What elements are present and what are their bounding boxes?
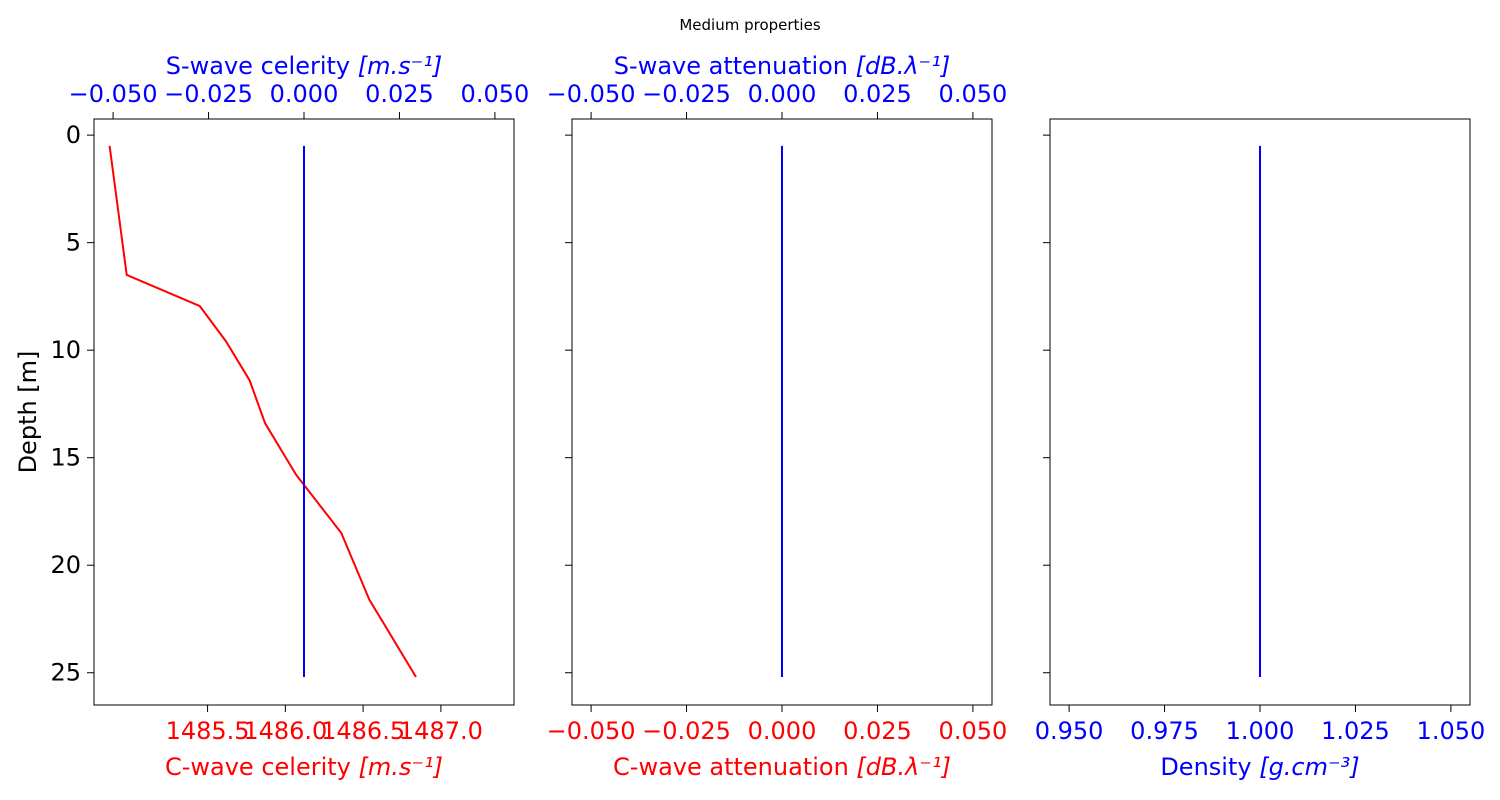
x-bottom-tick-label: 1487.0 [399, 717, 483, 745]
x-bottom-axis-label-unit: [dB.λ⁻¹] [856, 753, 951, 781]
x-bottom-tick-label: −0.025 [642, 717, 731, 745]
y-tick-label: 10 [50, 336, 81, 364]
x-top-tick-label: −0.025 [164, 80, 253, 108]
y-tick-label: 20 [50, 551, 81, 579]
x-bottom-axis-label-unit: [m.s⁻¹] [359, 753, 444, 781]
x-top-tick-label: −0.050 [69, 80, 158, 108]
panel-3: 0.950 0.975 1.000 1.025 1.050 Density [g.cm⁻³… [1035, 118, 1486, 781]
x-bottom-tick-label: −0.050 [547, 717, 636, 745]
x-top-axis-label-unit: [dB.λ⁻¹] [856, 52, 951, 80]
x-top-tick-label: −0.050 [547, 80, 636, 108]
x-top-axis-label-text: S-wave celerity [166, 52, 358, 80]
x-bottom-axis-label-text: C-wave attenuation [613, 753, 856, 781]
series-line-bottom-1 [108, 145, 417, 678]
figure-title: Medium properties [679, 16, 820, 34]
x-top-tick-label: 0.050 [461, 80, 530, 108]
x-bottom-axis-label-text: Density [1160, 753, 1259, 781]
x-top-tick-label: −0.025 [642, 80, 731, 108]
x-bottom-tick-label: 1.050 [1417, 717, 1486, 745]
x-bottom-tick-label: 0.950 [1035, 717, 1104, 745]
x-bottom-axis-label: C-wave celerity [m.s⁻¹] [165, 753, 443, 781]
x-top-axis-label: S-wave celerity [m.s⁻¹] [166, 52, 443, 80]
x-bottom-tick-label: 1486.5 [321, 717, 405, 745]
x-bottom-axis-label-text: C-wave celerity [165, 753, 359, 781]
x-bottom-tick-label: 0.000 [748, 717, 817, 745]
y-axis-label: Depth [m] [14, 351, 42, 474]
x-bottom-tick-label: 0.050 [939, 717, 1008, 745]
x-bottom-axis-label-unit: [g.cm⁻³] [1259, 753, 1359, 781]
y-tick-label: 15 [50, 444, 81, 472]
x-top-tick-label: 0.050 [939, 80, 1008, 108]
y-tick-label: 0 [66, 121, 81, 149]
x-bottom-tick-label: 1485.5 [166, 717, 250, 745]
x-top-tick-label: 0.025 [365, 80, 434, 108]
x-bottom-tick-label: 1.000 [1226, 717, 1295, 745]
x-bottom-tick-label: 1.025 [1321, 717, 1390, 745]
x-bottom-tick-label: 1486.0 [243, 717, 327, 745]
panel-1: 0 5 10 15 20 25 Depth [m] 1485.51486.01486.5148… [14, 52, 529, 781]
x-bottom-axis-label: Density [g.cm⁻³] [1160, 753, 1359, 781]
x-top-tick-label: 0.025 [843, 80, 912, 108]
x-top-tick-label: 0.000 [270, 80, 339, 108]
y-tick-label: 25 [50, 659, 81, 687]
x-top-axis-label-text: S-wave attenuation [614, 52, 856, 80]
x-bottom-axis-label: C-wave attenuation [dB.λ⁻¹] [613, 753, 951, 781]
x-top-axis-label-unit: [m.s⁻¹] [358, 52, 443, 80]
x-bottom-tick-label: 0.025 [843, 717, 912, 745]
y-tick-label: 5 [66, 229, 81, 257]
x-bottom-tick-label: 0.975 [1130, 717, 1199, 745]
x-top-axis-label: S-wave attenuation [dB.λ⁻¹] [614, 52, 950, 80]
x-top-tick-label: 0.000 [748, 80, 817, 108]
